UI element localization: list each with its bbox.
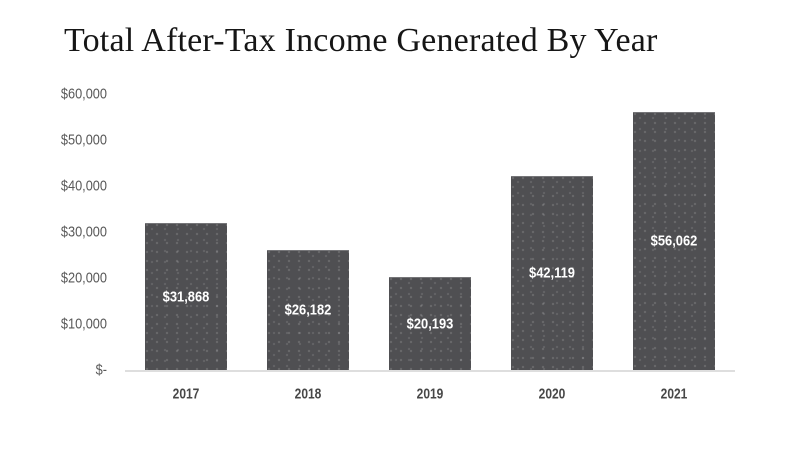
bar-value-label: $20,193 [406, 315, 454, 333]
y-tick-label: $30,000 [60, 223, 107, 241]
bar-2021: $56,062 [633, 112, 715, 370]
x-axis-line [125, 370, 735, 372]
x-tick-label-2017: 2017 [172, 385, 200, 403]
y-tick-label: $40,000 [60, 177, 107, 195]
bar-2020: $42,119 [511, 176, 593, 370]
y-tick-label: $60,000 [60, 85, 107, 103]
x-tick-label-2019: 2019 [416, 385, 444, 403]
y-tick-label: $50,000 [60, 131, 107, 149]
y-tick-label: $10,000 [60, 315, 107, 333]
bar-value-label: $26,182 [284, 301, 332, 319]
bar-2019: $20,193 [389, 277, 471, 370]
bar-2017: $31,868 [145, 223, 227, 370]
y-tick-label: $- [95, 361, 107, 379]
chart-title: Total After-Tax Income Generated By Year [64, 22, 658, 59]
bar-value-label: $31,868 [162, 288, 210, 306]
bar-2018: $26,182 [267, 249, 349, 370]
bar-value-label: $42,119 [529, 264, 575, 282]
y-tick-label: $20,000 [60, 269, 107, 287]
bar-value-label: $56,062 [650, 232, 698, 250]
x-tick-label-2021: 2021 [660, 385, 688, 403]
x-tick-label-2020: 2020 [538, 385, 566, 403]
x-tick-label-2018: 2018 [294, 385, 322, 403]
